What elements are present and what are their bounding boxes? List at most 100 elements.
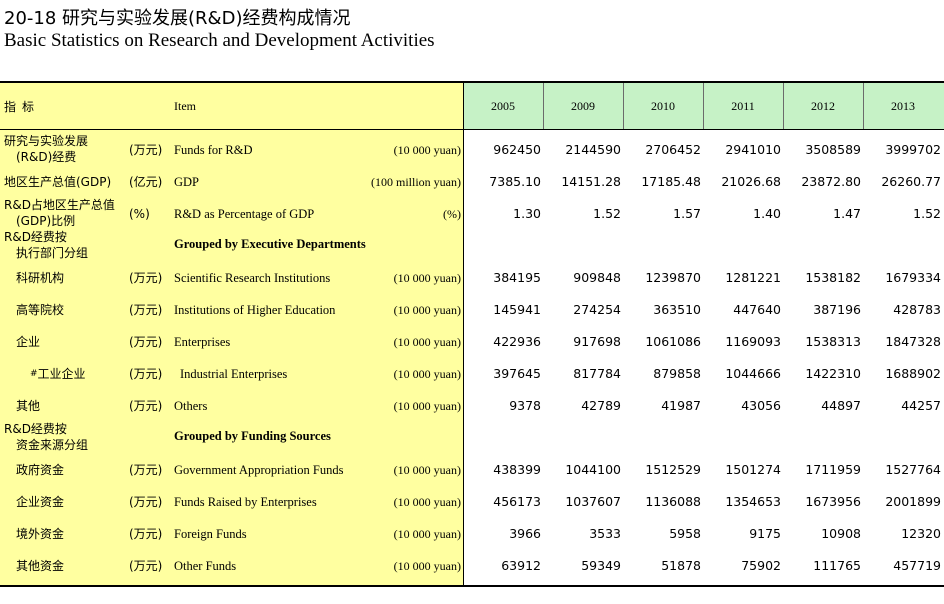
table-cell: 5958 <box>669 526 701 541</box>
table-cell: 962450 <box>493 142 541 157</box>
row-label-chinese: 境外资金 <box>16 527 65 541</box>
unit-chinese: (万元) <box>129 335 163 349</box>
table-cell: 75902 <box>741 558 781 573</box>
table-cell: 1538182 <box>805 270 861 285</box>
table-row: 研究与实验发展 (R&D)经费 (万元) Funds for R&D (10 000 y… <box>0 133 944 165</box>
table-row: 地区生产总值(GDP) (亿元) GDP (100 million yuan) 7385… <box>0 165 944 197</box>
table-cell: 1538313 <box>805 334 861 349</box>
unit-chinese: (万元) <box>129 303 163 317</box>
table-row: 其他资金 (万元) Other Funds (10 000 yuan) 63912 593… <box>0 549 944 581</box>
table-cell: 1044666 <box>725 366 781 381</box>
table-cell: 274254 <box>573 302 621 317</box>
row-label-english: R&D as Percentage of GDP <box>174 207 315 221</box>
group-heading-english: Grouped by Funding Sources <box>174 429 331 443</box>
row-label-chinese: 企业 <box>16 335 41 349</box>
table-cell: 1037607 <box>565 494 621 509</box>
table-cell: 2706452 <box>645 142 701 157</box>
table-cell: 1847328 <box>885 334 941 349</box>
table-cell: 447640 <box>733 302 781 317</box>
table-cell: 9378 <box>509 398 541 413</box>
table-row: 企业资金 (万元) Funds Raised by Enterprises (10 0… <box>0 485 944 517</box>
table-cell: 438399 <box>493 462 541 477</box>
header-year: 2010 <box>651 99 675 113</box>
table-cell: 1501274 <box>725 462 781 477</box>
table-cell: 44897 <box>821 398 861 413</box>
table-row: #工业企业 (万元) Industrial Enterprises (10 000 y… <box>0 357 944 389</box>
column-divider <box>703 83 704 129</box>
unit-chinese: (万元) <box>129 495 163 509</box>
unit-english: (100 million yuan) <box>371 175 461 189</box>
row-label-english: Enterprises <box>174 335 231 349</box>
table-title-chinese: 20-18 研究与实验发展(R&D)经费构成情况 <box>4 8 351 29</box>
unit-chinese: (万元) <box>129 559 163 573</box>
unit-english: (10 000 yuan) <box>393 399 461 413</box>
group-heading-english: Grouped by Executive Departments <box>174 237 366 251</box>
unit-english: (10 000 yuan) <box>393 367 461 381</box>
unit-english: (10 000 yuan) <box>393 335 461 349</box>
table-cell: 3999702 <box>885 142 941 157</box>
table-cell: 1136088 <box>645 494 701 509</box>
column-divider <box>783 83 784 129</box>
table-cell: 1688902 <box>885 366 941 381</box>
table-cell: 111765 <box>813 558 861 573</box>
unit-chinese: (万元) <box>129 399 163 413</box>
table-cell: 1169093 <box>725 334 781 349</box>
footnote-marker: # <box>30 369 38 379</box>
table-cell: 41987 <box>661 398 701 413</box>
row-label-english: Funds for R&D <box>174 143 253 157</box>
header-year: 2012 <box>811 99 835 113</box>
table-cell: 17185.48 <box>641 174 701 189</box>
row-label-chinese: #工业企业 <box>30 367 86 381</box>
unit-english: (10 000 yuan) <box>393 559 461 573</box>
table-cell: 422936 <box>493 334 541 349</box>
header-indicator: 指标 <box>4 100 41 114</box>
table-cell: 1354653 <box>725 494 781 509</box>
row-label-chinese: 研究与实验发展 (R&D)经费 <box>4 134 89 164</box>
row-label-english: Scientific Research Institutions <box>174 271 331 285</box>
row-label-chinese: 科研机构 <box>16 271 65 285</box>
table-cell: 917698 <box>573 334 621 349</box>
table-cell: 457719 <box>893 558 941 573</box>
table-cell: 817784 <box>573 366 621 381</box>
header-rule <box>0 129 944 130</box>
table-cell: 1.47 <box>833 206 861 221</box>
unit-chinese: (万元) <box>129 463 163 477</box>
table-title-english: Basic Statistics on Research and Develop… <box>4 30 435 51</box>
table-group-row: R&D经费按 资金来源分组 Grouped by Funding Sources <box>0 421 944 453</box>
table-cell: 10908 <box>821 526 861 541</box>
unit-chinese: (亿元) <box>129 175 163 189</box>
table-cell: 26260.77 <box>881 174 941 189</box>
unit-english: (%) <box>443 207 461 221</box>
table-cell: 2144590 <box>565 142 621 157</box>
row-label-english: Others <box>174 399 208 413</box>
header-item: Item <box>174 99 196 113</box>
table-cell: 909848 <box>573 270 621 285</box>
table-group-row: R&D经费按 执行部门分组 Grouped by Executive Departm… <box>0 229 944 261</box>
row-label-english: GDP <box>174 175 200 189</box>
header-year: 2005 <box>491 99 515 113</box>
row-label-english: Institutions of Higher Education <box>174 303 336 317</box>
table-cell: 1.40 <box>753 206 781 221</box>
table-cell: 3966 <box>509 526 541 541</box>
table-cell: 387196 <box>813 302 861 317</box>
table-cell: 2001899 <box>885 494 941 509</box>
row-label-english: Foreign Funds <box>174 527 247 541</box>
table-cell: 384195 <box>493 270 541 285</box>
column-divider <box>863 83 864 129</box>
table-cell: 2941010 <box>725 142 781 157</box>
unit-english: (10 000 yuan) <box>393 463 461 477</box>
unit-chinese: (万元) <box>129 271 163 285</box>
row-label-english: Funds Raised by Enterprises <box>174 495 317 509</box>
table-row: 政府资金 (万元) Government Appropriation Funds (1… <box>0 453 944 485</box>
row-label-chinese: R&D经费按 执行部门分组 <box>4 230 89 260</box>
table-cell: 428783 <box>893 302 941 317</box>
row-label-english: Government Appropriation Funds <box>174 463 344 477</box>
row-labels-panel <box>0 83 463 585</box>
header-year: 2013 <box>891 99 915 113</box>
header-year: 2011 <box>731 99 755 113</box>
row-label-english: Other Funds <box>174 559 237 573</box>
label-data-divider <box>463 83 464 585</box>
header-year: 2009 <box>571 99 595 113</box>
unit-english: (10 000 yuan) <box>393 303 461 317</box>
top-rule <box>0 81 944 83</box>
